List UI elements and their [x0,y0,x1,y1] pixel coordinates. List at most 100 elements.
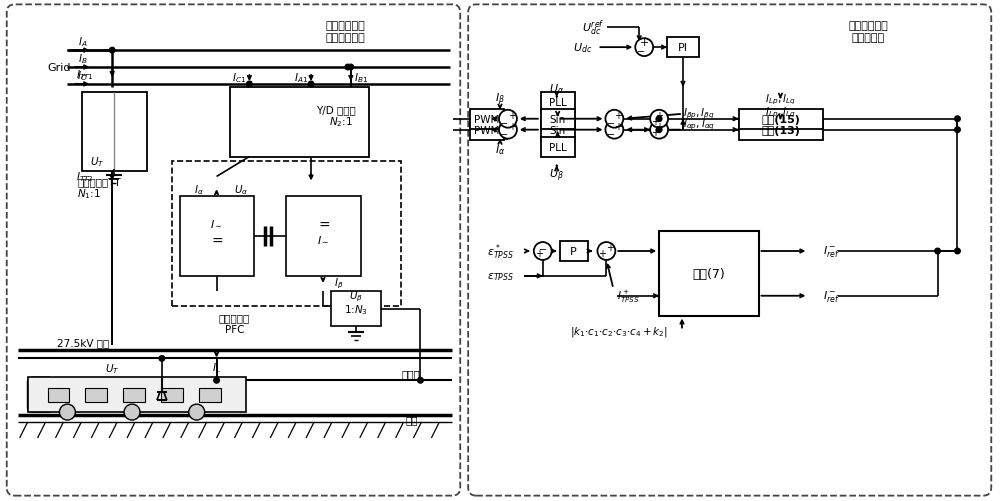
Text: $=$: $=$ [316,217,330,230]
Circle shape [499,111,517,128]
Bar [123,388,145,402]
Bar [541,93,575,113]
Text: $\varepsilon_{TPSS}$: $\varepsilon_{TPSS}$ [487,271,514,282]
Text: $I_L$: $I_L$ [212,361,221,375]
Circle shape [189,404,205,420]
Text: +: + [508,111,516,121]
Text: +: + [614,111,622,121]
Bar [331,291,381,326]
Text: 系统控制器: 系统控制器 [851,33,885,43]
Bar [286,197,361,277]
Circle shape [635,39,653,57]
Bar [85,388,107,402]
Bar [739,110,823,129]
Circle shape [59,404,75,420]
Bar [161,388,183,402]
Text: 同相牵引供电: 同相牵引供电 [848,21,888,31]
Text: $U_{\alpha}$: $U_{\alpha}$ [234,183,249,197]
Text: PLL: PLL [549,98,567,108]
Text: $I_{Lp},I_{Lq}$: $I_{Lp},I_{Lq}$ [765,105,796,120]
Text: Grid: Grid [48,63,71,73]
Bar [541,137,575,157]
Text: $I_{TT1}$: $I_{TT1}$ [76,68,94,82]
Text: $I_{ref}^-$: $I_{ref}^-$ [823,244,840,259]
Text: $I_B$: $I_B$ [78,52,87,66]
Text: PFC: PFC [225,324,244,334]
Circle shape [955,117,960,122]
Text: 公式(13): 公式(13) [761,125,800,135]
Text: +: + [655,121,663,131]
Text: PI: PI [678,43,688,53]
Circle shape [418,378,423,383]
Circle shape [124,404,140,420]
Circle shape [656,117,662,122]
Bar [28,378,246,412]
Text: $U_T$: $U_T$ [105,362,119,375]
Bar [541,110,575,129]
Text: +: + [535,248,543,259]
Text: +: + [655,111,663,121]
Bar [48,388,69,402]
Text: $I_{\beta p},I_{\beta q}$: $I_{\beta p},I_{\beta q}$ [683,106,715,121]
Text: Sin: Sin [550,115,566,124]
Text: +: + [606,242,614,253]
Text: $U_{dc}^{ref}$: $U_{dc}^{ref}$ [582,19,604,38]
Text: Y/D 变压器: Y/D 变压器 [316,105,356,115]
Circle shape [345,65,351,71]
Text: $I_A$: $I_A$ [78,35,87,49]
Bar [470,110,504,129]
Text: P: P [570,246,577,257]
Circle shape [214,378,219,383]
Text: $I_{\sim}$: $I_{\sim}$ [210,218,223,229]
Text: +: + [614,121,622,131]
Bar [172,162,401,306]
Circle shape [955,248,960,255]
Text: $U_{\beta}$: $U_{\beta}$ [349,289,363,303]
Text: +: + [651,117,659,126]
Text: +: + [640,38,649,48]
Bar [470,120,504,140]
Text: 潮流控制器: 潮流控制器 [219,313,250,323]
Text: 公式(15): 公式(15) [761,115,800,124]
Text: $U_{dc}$: $U_{dc}$ [573,41,592,55]
Bar [667,38,699,58]
Circle shape [605,121,623,139]
Text: PLL: PLL [549,142,567,152]
Text: $-$: $-$ [606,127,615,137]
Circle shape [308,82,314,88]
Circle shape [348,65,354,71]
Text: 同相牵引供电: 同相牵引供电 [326,21,366,31]
Text: +: + [651,127,659,137]
Text: 钢轨: 钢轨 [406,414,418,424]
Text: Sin: Sin [550,125,566,135]
Text: $|k_1{\cdot}c_1{\cdot}c_2{\cdot}c_3{\cdot}c_4+k_2|$: $|k_1{\cdot}c_1{\cdot}c_2{\cdot}c_3{\cdo… [570,324,668,338]
Text: $-$: $-$ [538,242,547,253]
Text: $I_{Lp},I_{Lq}$: $I_{Lp},I_{Lq}$ [765,93,796,107]
Text: 27.5kV 母线: 27.5kV 母线 [57,338,110,348]
Circle shape [605,111,623,128]
Text: $I_{\alpha}$: $I_{\alpha}$ [194,183,204,197]
Text: $I_{A1}$: $I_{A1}$ [294,71,308,85]
Text: $-$: $-$ [499,117,509,126]
Text: 接触网: 接触网 [402,369,420,379]
Bar [541,120,575,140]
Circle shape [499,121,517,139]
Text: $=$: $=$ [209,232,224,246]
Text: $U_T$: $U_T$ [90,155,104,169]
Text: 公式(7): 公式(7) [692,268,725,281]
Text: $I_{\sim}$: $I_{\sim}$ [317,234,329,244]
Text: $I_{ref}^-$: $I_{ref}^-$ [823,289,840,304]
Text: PWM: PWM [474,115,500,124]
Circle shape [109,48,115,54]
Text: +: + [508,121,516,131]
Circle shape [159,356,165,361]
Text: $I_{\beta}$: $I_{\beta}$ [495,92,505,108]
Circle shape [955,128,960,133]
Text: $\varepsilon_{TPSS}^*$: $\varepsilon_{TPSS}^*$ [487,241,514,262]
Text: 系统拓扑接线: 系统拓扑接线 [326,33,366,43]
Bar [230,88,369,157]
Bar [82,93,147,172]
Text: $U_{\alpha}$: $U_{\alpha}$ [549,82,564,96]
Text: $-$: $-$ [606,117,615,126]
Circle shape [650,121,668,139]
